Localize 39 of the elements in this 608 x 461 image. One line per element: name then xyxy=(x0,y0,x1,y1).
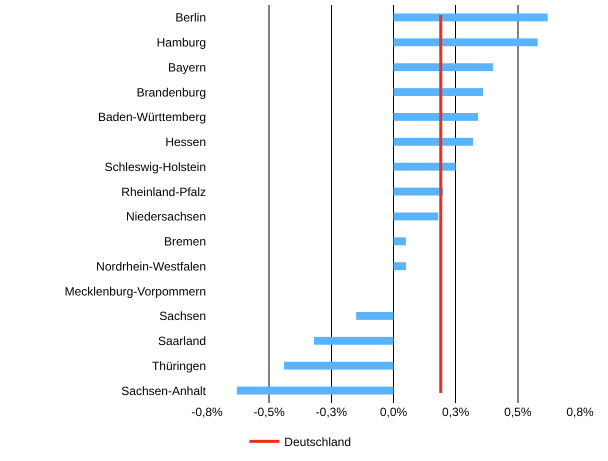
bar xyxy=(394,188,444,196)
y-tick-label: Bremen xyxy=(164,234,206,249)
bar xyxy=(314,336,394,345)
bar xyxy=(394,162,456,171)
x-tick-label: -0,5% xyxy=(253,405,286,419)
y-tick-label: Bayern xyxy=(168,60,206,74)
y-tick-label: Schleswig-Holstein xyxy=(104,160,206,174)
y-tick-label: Niedersachsen xyxy=(126,210,206,224)
bar xyxy=(394,63,493,72)
bar xyxy=(356,312,394,320)
y-tick-label: Hamburg xyxy=(156,36,206,50)
y-tick-label: Nordrhein-Westfalen xyxy=(96,259,206,274)
bar xyxy=(394,212,438,220)
bar xyxy=(236,386,394,395)
bar xyxy=(394,237,406,246)
y-tick-label: Sachsen-Anhalt xyxy=(121,384,207,398)
x-tick-label: 0,0% xyxy=(380,405,408,419)
bar xyxy=(394,112,478,121)
y-tick-label: Rheinland-Pfalz xyxy=(121,184,206,199)
bar xyxy=(394,13,548,22)
bar xyxy=(394,38,538,46)
y-tick-label: Hessen xyxy=(165,135,206,150)
x-tick-label: -0,3% xyxy=(316,405,348,419)
x-tick-label: -0,8% xyxy=(191,405,223,419)
x-tick-label: 0,8% xyxy=(566,405,594,419)
bar xyxy=(394,138,474,146)
bar xyxy=(394,262,406,270)
legend-label: Deutschland xyxy=(284,435,352,450)
y-tick-label: Mecklenburg-Vorpommern xyxy=(64,284,206,298)
x-tick-label: 0,5% xyxy=(504,405,532,419)
y-tick-label: Baden-Württemberg xyxy=(98,110,206,124)
x-tick-label: 0,3% xyxy=(442,405,470,419)
y-tick-label: Saarland xyxy=(158,334,206,348)
y-tick-label: Sachsen xyxy=(159,309,206,324)
y-tick-label: Berlin xyxy=(175,10,206,25)
y-tick-label: Thüringen xyxy=(152,358,206,373)
bar xyxy=(284,362,394,370)
bar xyxy=(394,88,484,96)
y-tick-label: Brandenburg xyxy=(136,85,206,100)
